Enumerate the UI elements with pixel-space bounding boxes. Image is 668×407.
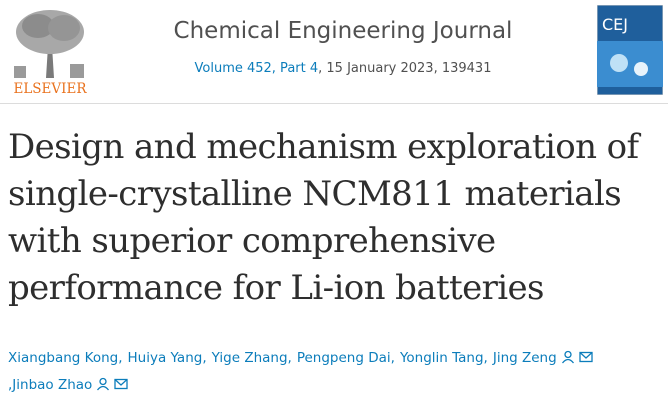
author-separator: , bbox=[118, 350, 123, 366]
publisher-name: ELSEVIER bbox=[13, 81, 87, 96]
author: Xiangbang Kong, bbox=[8, 350, 128, 366]
author-separator: , bbox=[483, 350, 488, 366]
title-line: Design and mechanism exploration of bbox=[8, 127, 639, 167]
journal-title[interactable]: Chemical Engineering Journal bbox=[173, 18, 513, 44]
author-separator: , bbox=[8, 377, 13, 393]
author-name[interactable]: Jinbao Zhao bbox=[12, 377, 93, 393]
author-separator: , bbox=[202, 350, 207, 366]
author: Huiya Yang, bbox=[128, 350, 212, 366]
divider bbox=[0, 103, 668, 104]
author: Yige Zhang, bbox=[212, 350, 297, 366]
title-line: performance for Li-ion batteries bbox=[8, 268, 545, 308]
mail-icon[interactable] bbox=[114, 377, 128, 391]
author-name[interactable]: Pengpeng Dai bbox=[296, 350, 391, 366]
author-name[interactable]: Yonglin Tang bbox=[399, 350, 484, 366]
author-separator: , bbox=[287, 350, 292, 366]
article-title: Design and mechanism exploration of singl… bbox=[8, 124, 639, 312]
author-name[interactable]: Jing Zeng bbox=[492, 350, 557, 366]
journal-cover[interactable]: CEJ bbox=[597, 5, 663, 95]
publisher-logo[interactable]: ELSEVIER bbox=[8, 6, 92, 96]
mail-icon[interactable] bbox=[579, 350, 593, 364]
title-line: single-crystalline NCM811 materials bbox=[8, 174, 622, 214]
author-name[interactable]: Huiya Yang bbox=[127, 350, 203, 366]
author-name[interactable]: Yige Zhang bbox=[211, 350, 288, 366]
author: ,Jinbao Zhao bbox=[8, 377, 128, 393]
author: Yonglin Tang, bbox=[400, 350, 493, 366]
author: Pengpeng Dai, bbox=[297, 350, 400, 366]
author-name[interactable]: Xiangbang Kong bbox=[8, 350, 119, 366]
person-icon[interactable] bbox=[96, 377, 110, 391]
author-separator: , bbox=[390, 350, 395, 366]
title-line: with superior comprehensive bbox=[8, 221, 496, 261]
issue-line: Volume 452, Part 4, 15 January 2023, 139… bbox=[150, 61, 536, 76]
person-icon[interactable] bbox=[561, 350, 575, 364]
author: Jing Zeng bbox=[493, 350, 593, 366]
volume-link[interactable]: Volume 452, Part 4 bbox=[194, 61, 319, 76]
issue-details: , 15 January 2023, 139431 bbox=[318, 61, 492, 76]
cover-title: CEJ bbox=[602, 15, 628, 34]
author-list: Xiangbang Kong, Huiya Yang, Yige Zhang, Pen… bbox=[8, 345, 658, 399]
